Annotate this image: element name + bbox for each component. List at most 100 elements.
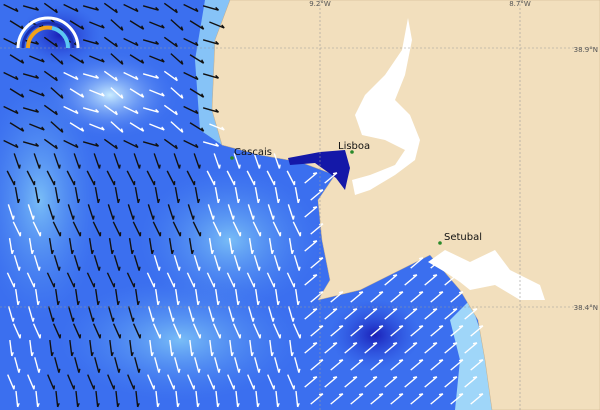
wind-arrow xyxy=(212,221,222,237)
wind-arrow xyxy=(172,323,182,339)
wind-arrow xyxy=(3,105,19,115)
wind-arrow xyxy=(470,325,484,337)
wind-arrow xyxy=(274,187,281,204)
wind-arrow xyxy=(430,291,444,303)
wind-arrow xyxy=(464,342,478,354)
wind-arrow xyxy=(22,107,40,113)
wind-arrow xyxy=(187,374,196,390)
wind-arrow xyxy=(103,138,118,150)
wind-arrow xyxy=(33,153,41,169)
lon-label: 8.7°W xyxy=(509,0,531,8)
wind-arrow xyxy=(152,323,162,339)
wind-arrow xyxy=(304,240,318,252)
wind-arrow xyxy=(235,288,241,306)
wind-arrow xyxy=(72,323,82,339)
wind-arrow xyxy=(310,257,324,269)
wind-arrow xyxy=(153,153,161,169)
wind-arrow xyxy=(194,187,201,204)
wind-arrow xyxy=(82,107,100,113)
wind-arrow xyxy=(350,291,364,303)
wind-arrow xyxy=(324,342,338,354)
wind-arrow xyxy=(166,170,176,186)
wind-arrow xyxy=(69,54,85,64)
wind-arrow xyxy=(228,237,235,255)
wind-arrow xyxy=(234,357,241,373)
wind-arrow xyxy=(50,121,64,133)
wind-arrow xyxy=(390,393,404,405)
wind-arrow xyxy=(54,187,61,204)
wind-arrow xyxy=(193,153,201,169)
wind-arrow xyxy=(294,187,301,204)
wind-arrow xyxy=(304,342,318,354)
wind-arrow xyxy=(350,325,364,337)
wind-arrow xyxy=(202,141,220,147)
wind-arrow xyxy=(7,306,15,322)
wind-arrow xyxy=(404,342,418,354)
wind-arrow xyxy=(133,153,141,169)
wind-arrow xyxy=(110,19,124,31)
wind-arrow xyxy=(304,308,318,320)
wind-arrow xyxy=(155,288,161,306)
wind-arrow xyxy=(174,357,181,373)
wind-arrow xyxy=(193,255,201,271)
city-marker xyxy=(230,156,234,160)
wind-arrow xyxy=(215,288,221,306)
wind-arrow xyxy=(14,187,21,204)
wind-arrow xyxy=(6,272,16,288)
wind-arrow xyxy=(275,288,281,306)
lon-label: 9.2°W xyxy=(309,0,331,8)
wind-arrow xyxy=(450,393,464,405)
wind-arrow xyxy=(26,170,36,186)
wind-arrow xyxy=(29,89,45,97)
wind-arrow xyxy=(444,376,458,388)
wind-arrow xyxy=(272,221,282,237)
wind-arrow xyxy=(13,153,21,169)
wind-arrow xyxy=(28,237,35,255)
wind-arrow xyxy=(75,390,80,408)
wind-arrow xyxy=(192,323,202,339)
wind-arrow xyxy=(384,308,398,320)
wind-arrow xyxy=(95,288,101,306)
wind-arrow xyxy=(6,170,16,186)
wind-arrow xyxy=(268,237,275,255)
wind-arrow xyxy=(189,122,205,132)
wind-arrow xyxy=(330,325,344,337)
wind-arrow xyxy=(324,376,338,388)
wind-arrow xyxy=(188,237,195,255)
wind-arrow xyxy=(444,308,458,320)
wind-arrow xyxy=(183,139,199,149)
wind-arrow xyxy=(86,170,96,186)
wind-arrow xyxy=(364,342,378,354)
wind-arrow xyxy=(50,87,64,99)
wind-arrow xyxy=(142,107,160,113)
wind-arrow xyxy=(32,323,42,339)
wind-arrow xyxy=(209,123,225,131)
wind-arrow xyxy=(186,272,196,288)
wind-arrow xyxy=(8,237,15,255)
wind-arrow xyxy=(12,323,22,339)
wind-arrow xyxy=(3,139,19,149)
wind-arrow xyxy=(246,272,256,288)
wind-arrow xyxy=(183,37,199,47)
wind-arrow xyxy=(227,374,236,390)
wind-arrow xyxy=(27,306,35,322)
wind-arrow xyxy=(52,323,62,339)
wind-arrow xyxy=(7,204,15,220)
wind-arrow xyxy=(194,357,201,373)
wind-arrow xyxy=(424,308,438,320)
wind-arrow xyxy=(147,306,155,322)
wind-arrow xyxy=(246,170,256,186)
wind-arrow xyxy=(142,39,160,45)
wind-arrow xyxy=(195,288,201,306)
wind-arrow xyxy=(89,21,105,29)
wind-arrow xyxy=(26,272,36,288)
wind-arrow xyxy=(175,288,181,306)
wind-arrow xyxy=(147,374,156,390)
wind-arrow xyxy=(107,374,116,390)
wind-arrow xyxy=(304,274,318,286)
wind-arrow xyxy=(74,357,81,373)
wind-arrow xyxy=(430,393,444,405)
wind-arrow xyxy=(142,141,160,147)
wind-arrow xyxy=(94,357,101,373)
wind-arrow xyxy=(175,390,180,408)
